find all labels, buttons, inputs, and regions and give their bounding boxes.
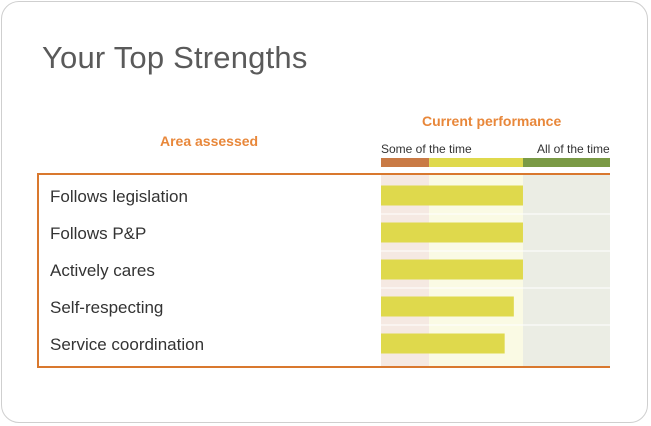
page-title: Your Top Strengths — [42, 40, 308, 75]
y-axis-label: Area assessed — [160, 133, 259, 149]
bar-4 — [381, 333, 505, 354]
category-label: Follows P&P — [50, 224, 147, 243]
category-label: Self-respecting — [50, 298, 164, 317]
scale-low-label: Some of the time — [381, 142, 472, 156]
x-axis-label: Current performance — [422, 113, 562, 129]
scale-strip-2 — [522, 158, 610, 167]
scale-strip-1 — [429, 158, 523, 167]
scale-high-label: All of the time — [537, 142, 610, 156]
bar-0 — [381, 185, 523, 206]
bar-2 — [381, 259, 523, 280]
zone-band-2 — [522, 174, 610, 367]
category-label: Service coordination — [50, 335, 205, 354]
scale-strip-0 — [381, 158, 430, 167]
category-label: Follows legislation — [50, 187, 188, 206]
bar-3 — [381, 296, 514, 317]
category-label: Actively cares — [50, 261, 155, 280]
bar-1 — [381, 222, 523, 243]
